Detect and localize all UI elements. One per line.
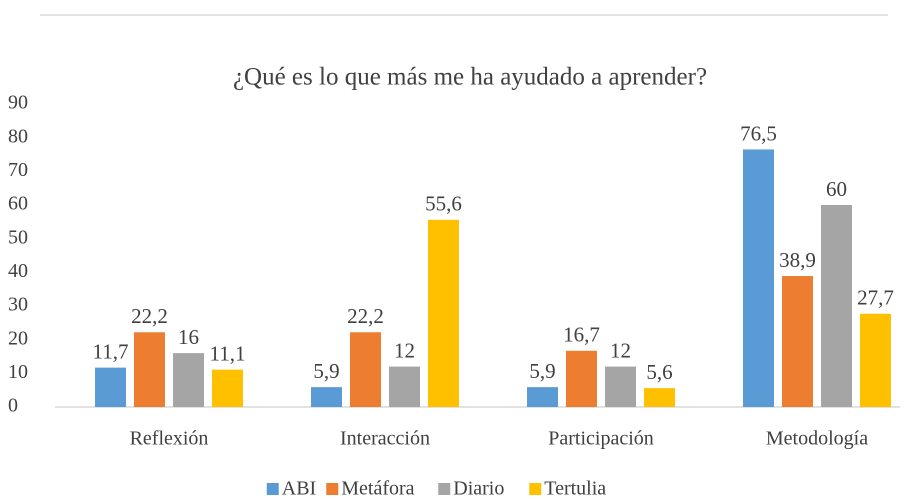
bar [743,149,774,407]
value-label: 5,9 [529,359,555,383]
value-label: 5,6 [646,360,672,384]
value-label: 55,6 [425,192,462,216]
x-tick-label: Interacción [340,428,430,450]
bar [821,205,852,407]
y-tick-label: 10 [8,361,28,383]
chart-title: ¿Qué es lo que más me ha ayudado a apren… [233,64,707,91]
y-tick-label: 20 [8,327,28,349]
value-label: 11,1 [210,341,246,365]
value-label: 12 [394,338,415,362]
legend-label: Diario [453,478,504,500]
legend-swatch [266,483,279,495]
bar [566,350,597,407]
value-label: 16 [178,325,199,349]
bar [860,313,891,407]
bar [782,276,813,407]
legend-label: Tertulia [544,478,606,500]
legend-swatch [529,483,542,495]
bar [212,369,243,407]
legend-label: Metáfora [341,478,414,500]
bar [173,353,204,407]
x-tick-label: Reflexión [130,428,209,450]
x-tick-label: Metodología [766,428,868,450]
bar [428,219,459,407]
value-label: 60 [826,177,847,201]
y-tick-label: 0 [8,395,18,417]
bar [311,387,342,407]
value-label: 38,9 [779,248,816,272]
bar [527,387,558,407]
y-tick-label: 90 [8,92,28,114]
bar [605,366,636,407]
bar [644,388,675,407]
value-label: 5,9 [313,359,339,383]
y-tick-label: 30 [8,294,28,316]
y-tick-label: 40 [8,260,28,282]
legend-swatch [438,483,451,495]
bar [389,366,420,407]
value-label: 22,2 [131,304,168,328]
value-label: 12 [610,338,631,362]
y-tick-label: 70 [8,159,28,181]
legend-label: ABI [282,478,316,500]
bar [95,367,126,407]
bar [134,332,165,407]
value-label: 16,7 [563,323,600,347]
y-tick-label: 60 [8,193,28,215]
value-label: 22,2 [347,304,384,328]
bar [350,332,381,407]
legend-swatch [326,483,339,495]
value-label: 76,5 [740,121,777,145]
value-label: 11,7 [93,339,129,363]
value-label: 27,7 [857,286,894,310]
y-tick-label: 80 [8,125,28,147]
y-tick-label: 50 [8,226,28,248]
x-tick-label: Participación [548,428,654,450]
